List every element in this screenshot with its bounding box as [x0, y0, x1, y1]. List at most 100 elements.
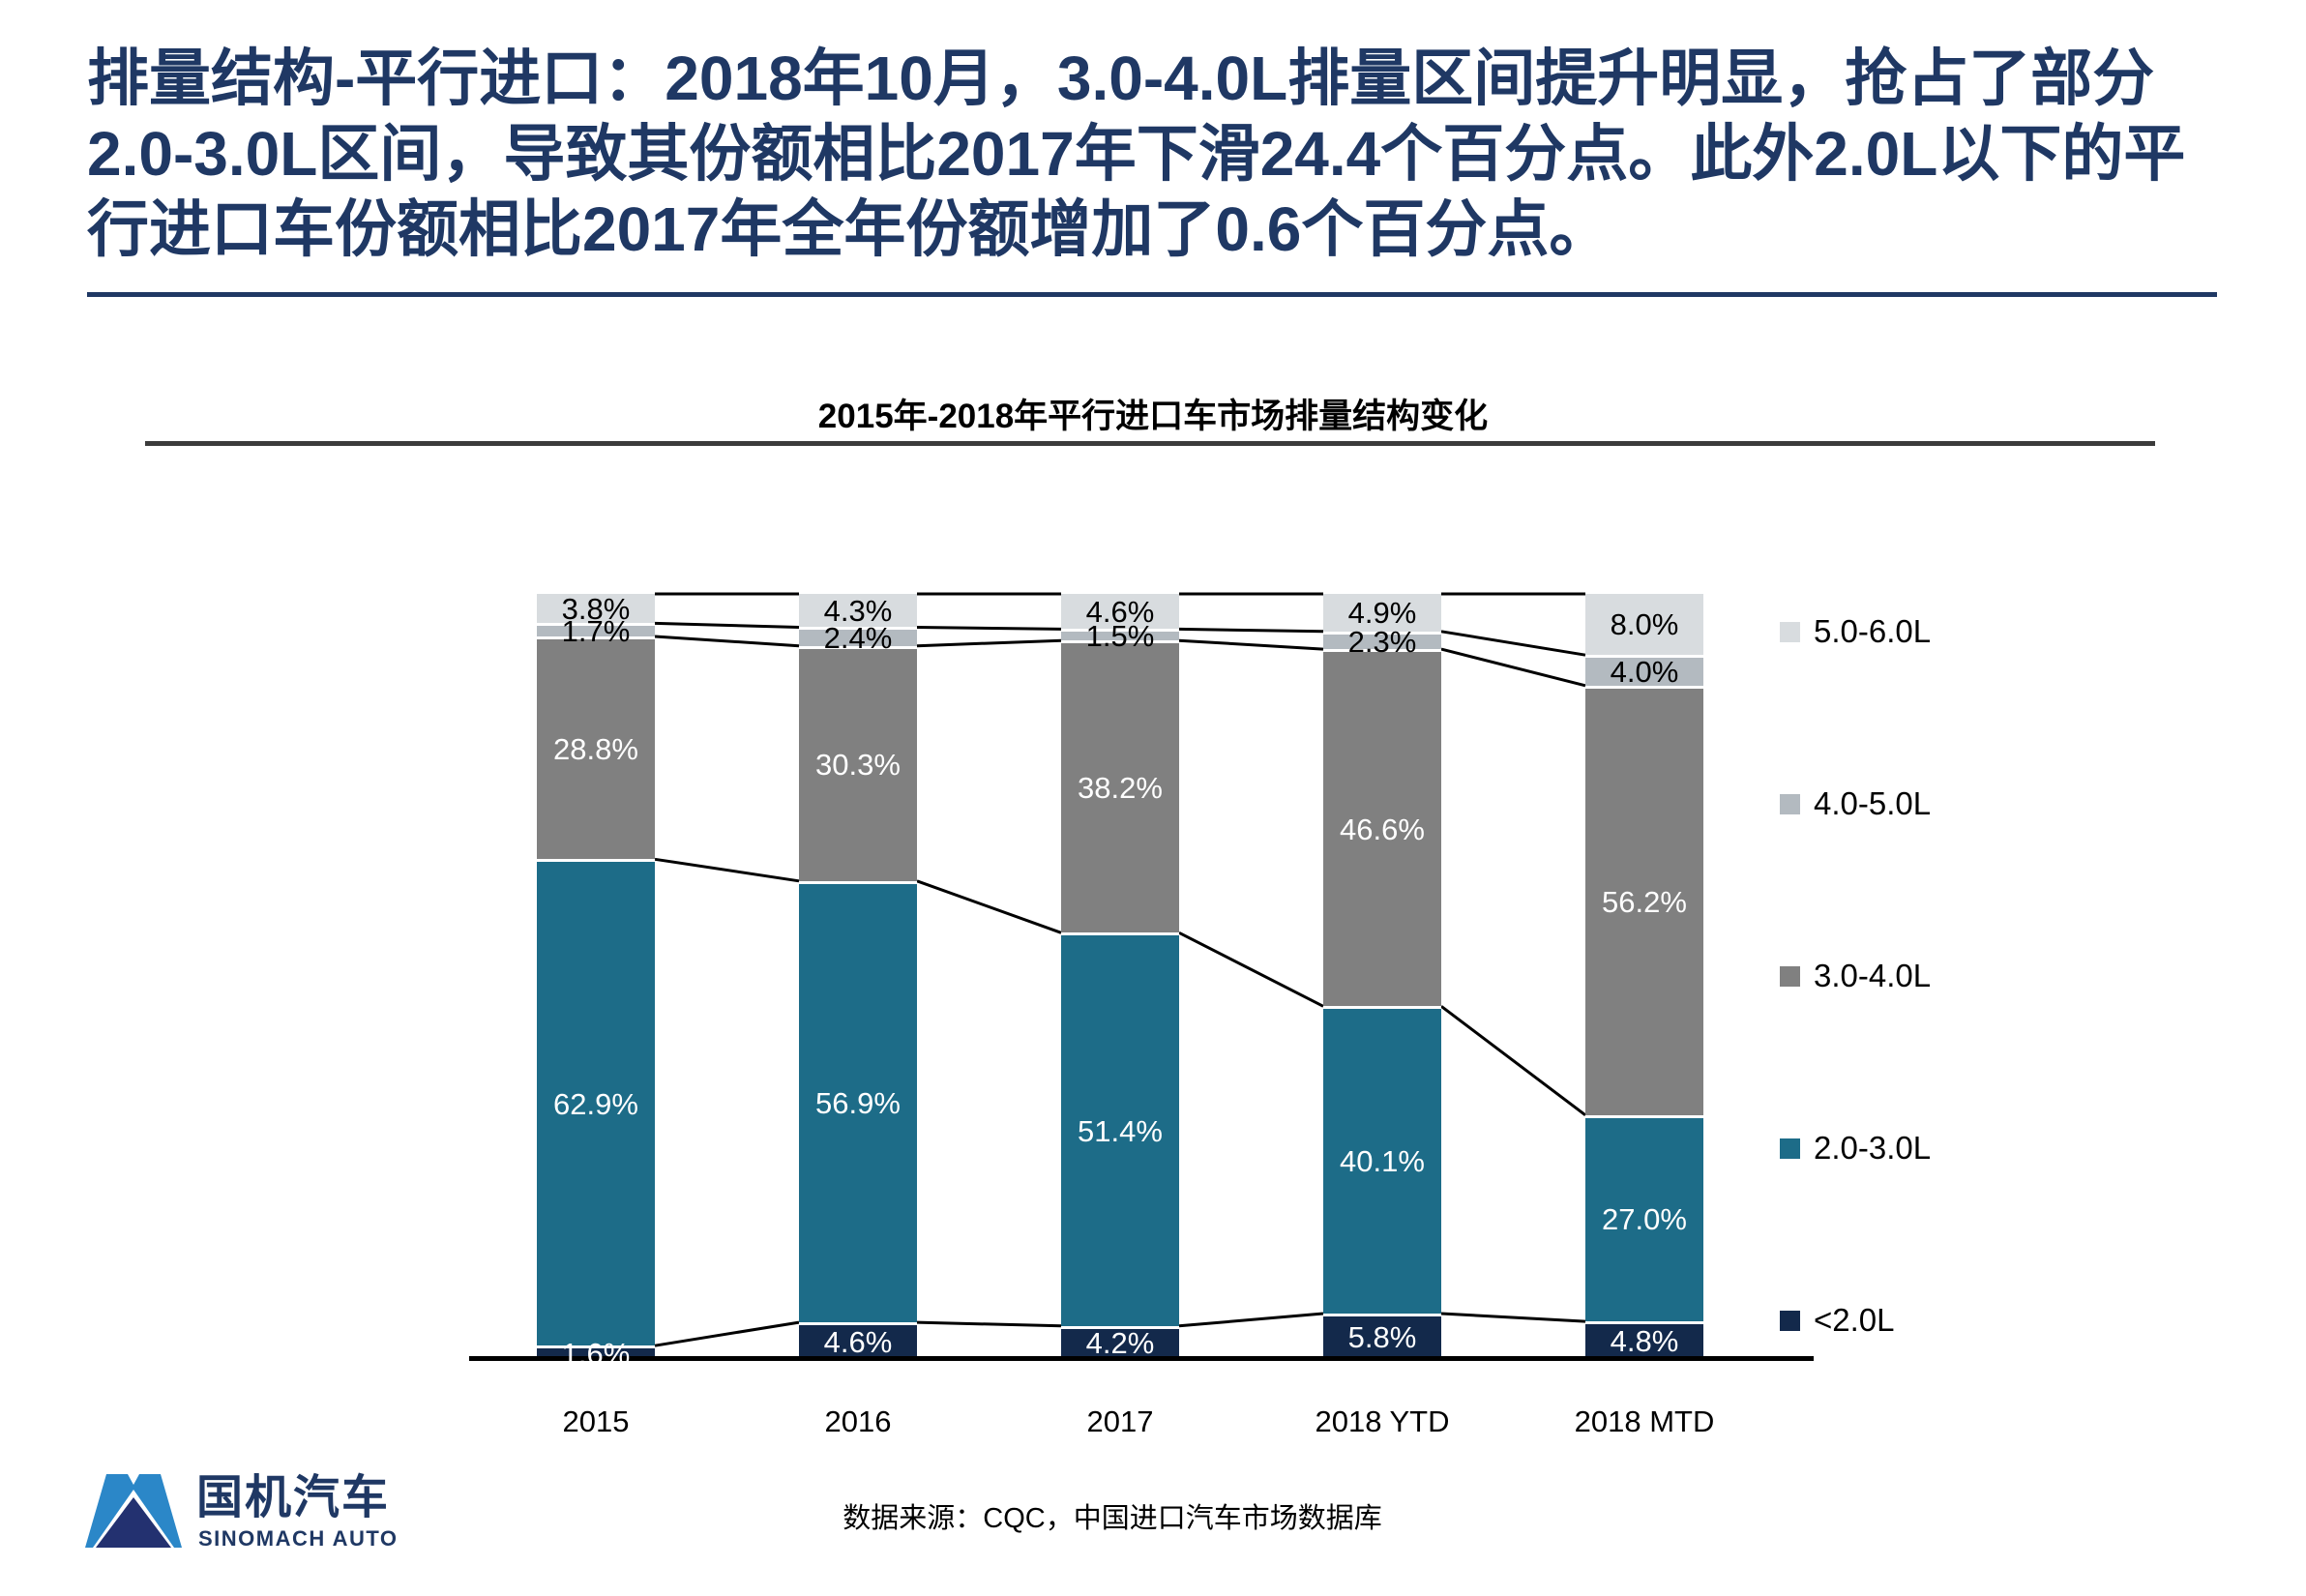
sinomach-logo-icon — [85, 1474, 182, 1548]
segment-value-label: 2.3% — [1347, 624, 1417, 659]
bar-segment: 1.7% — [537, 616, 655, 646]
connector-line — [654, 1320, 800, 1347]
connector-line — [916, 879, 1062, 934]
legend-swatch-icon — [1780, 621, 1800, 642]
bar-column-2018-ytd: 4.9% 2.3% 46.6% 40.1% 5.8% — [1323, 594, 1441, 1358]
chart-title: 2015年-2018年平行进口车市场排量结构变化 — [817, 398, 1489, 435]
bar-segment: 62.9% — [537, 859, 655, 1346]
segment-value-label: 1.5% — [1085, 619, 1155, 654]
bar-segment: 30.3% — [799, 645, 917, 881]
segment-value-label: 3.8% — [561, 591, 631, 626]
legend-item: 4.0-5.0L — [1780, 785, 1931, 822]
bar-segment: 3.8% — [537, 591, 655, 626]
connector-line — [654, 857, 800, 883]
bar-segment: 1.6% — [537, 1339, 655, 1369]
bar-segment: 2.4% — [799, 623, 917, 653]
legend-label: <2.0L — [1814, 1302, 1895, 1338]
sinomach-logo: 国机汽车 SINOMACH AUTO — [85, 1468, 530, 1575]
bar-segment: 56.9% — [799, 880, 917, 1323]
headline-line-2: 2.0-3.0L区间，导致其份额相比2017年下滑24.4个百分点。此外2.0L… — [87, 119, 2186, 189]
segment-value-label: 8.0% — [1610, 607, 1679, 642]
connector-line — [916, 1320, 1062, 1328]
legend-item: 5.0-6.0L — [1780, 613, 1931, 650]
connector-line — [916, 638, 1062, 648]
chart-title-divider — [145, 441, 2155, 446]
x-axis-line — [469, 1356, 1814, 1361]
bar-segment: 4.0% — [1585, 654, 1703, 689]
bar-segment: 27.0% — [1585, 1114, 1703, 1322]
legend-label: 2.0-3.0L — [1814, 1130, 1932, 1166]
chart-legend: 5.0-6.0L 4.0-5.0L 3.0-4.0L 2.0-3.0L <2.0L — [1780, 594, 2070, 1358]
segment-value-label: 4.0% — [1610, 654, 1679, 689]
series-connector-lines — [654, 592, 1586, 1347]
bar-segment: 1.5% — [1061, 621, 1179, 651]
logo-text-en: SINOMACH AUTO — [198, 1526, 399, 1551]
segment-value-label: 4.9% — [1347, 595, 1417, 630]
x-tick-label: 2018 MTD — [1574, 1404, 1715, 1438]
segment-value-label: 1.7% — [561, 614, 631, 649]
connector-line — [1440, 1005, 1586, 1116]
bar-segment: 4.3% — [799, 593, 917, 628]
legend-item: 2.0-3.0L — [1780, 1130, 1931, 1167]
legend-label: 5.0-6.0L — [1814, 613, 1932, 649]
segment-value-label: 27.0% — [1602, 1202, 1687, 1237]
segment-value-label: 4.2% — [1085, 1326, 1155, 1361]
bar-segment: 2.3% — [1323, 627, 1441, 657]
bar-segment: 8.0% — [1585, 594, 1703, 656]
legend-item: <2.0L — [1780, 1302, 1895, 1339]
bar-segment: 28.8% — [537, 635, 655, 860]
logo-text-cn: 国机汽车 — [196, 1472, 391, 1523]
bar-segment: 4.9% — [1323, 594, 1441, 632]
segment-value-label: 51.4% — [1078, 1113, 1163, 1148]
bar-column-2017: 4.6% 1.5% 38.2% 51.4% 4.2% — [1061, 594, 1179, 1358]
bar-segment: 56.2% — [1585, 685, 1703, 1115]
legend-label: 4.0-5.0L — [1814, 785, 1932, 821]
segment-value-label: 4.8% — [1610, 1324, 1679, 1358]
bar-segment: 40.1% — [1323, 1006, 1441, 1314]
x-tick-label: 2017 — [1086, 1404, 1154, 1438]
legend-label: 3.0-4.0L — [1814, 958, 1932, 993]
connector-line — [654, 635, 800, 648]
stacked-bar-chart: 3.8% 1.7% 28.8% 62.9% 1.6% 4.3% 2.4% 30.3% 56.9%… — [469, 591, 1814, 1438]
bar-column-2016: 4.3% 2.4% 30.3% 56.9% 4.6% — [799, 594, 917, 1358]
bar-segment: 4.8% — [1585, 1321, 1703, 1358]
legend-swatch-icon — [1780, 1138, 1800, 1159]
legend-item: 3.0-4.0L — [1780, 958, 1931, 994]
connector-line — [1178, 1312, 1324, 1328]
segment-value-label: 38.2% — [1078, 771, 1163, 806]
segment-value-label: 40.1% — [1340, 1144, 1425, 1179]
headline-line-1: 排量结构-平行进口：2018年10月，3.0-4.0L排量区间提升明显，抢占了部… — [87, 44, 2155, 113]
segment-value-label: 56.9% — [815, 1085, 901, 1120]
bar-segment: 5.8% — [1323, 1314, 1441, 1358]
header-divider — [87, 292, 2217, 297]
bar-segment: 4.2% — [1061, 1325, 1179, 1361]
legend-swatch-icon — [1780, 965, 1800, 987]
connector-line — [916, 626, 1062, 631]
x-tick-label: 2015 — [562, 1404, 630, 1438]
headline-line-3: 行进口车份额相比2017年全年份额增加了0.6个百分点。 — [87, 194, 1611, 264]
connector-line — [1178, 627, 1324, 634]
segment-value-label: 5.8% — [1347, 1319, 1417, 1354]
connector-line — [654, 621, 800, 629]
connector-line — [1178, 638, 1324, 651]
bar-column-2018-mtd: 8.0% 4.0% 56.2% 27.0% 4.8% — [1585, 594, 1703, 1358]
connector-line — [1440, 647, 1586, 688]
segment-value-label: 1.6% — [561, 1336, 631, 1371]
data-source-note: 数据来源：CQC，中国进口汽车市场数据库 — [843, 1503, 1382, 1534]
x-tick-label: 2016 — [824, 1404, 892, 1438]
segment-value-label: 62.9% — [553, 1086, 638, 1121]
legend-swatch-icon — [1780, 1310, 1800, 1331]
segment-value-label: 56.2% — [1602, 884, 1687, 919]
connector-line — [1440, 630, 1586, 657]
segment-value-label: 4.6% — [823, 1324, 893, 1359]
bar-column-2015: 3.8% 1.7% 28.8% 62.9% 1.6% — [537, 591, 655, 1369]
segment-value-label: 28.8% — [553, 732, 638, 767]
segment-value-label: 4.3% — [823, 593, 893, 628]
segment-value-label: 4.6% — [1085, 594, 1155, 629]
bar-segment: 4.6% — [1061, 594, 1179, 630]
connector-line — [1178, 931, 1324, 1008]
segment-value-label: 30.3% — [815, 748, 901, 783]
segment-value-label: 46.6% — [1340, 812, 1425, 846]
bar-segment: 51.4% — [1061, 932, 1179, 1326]
